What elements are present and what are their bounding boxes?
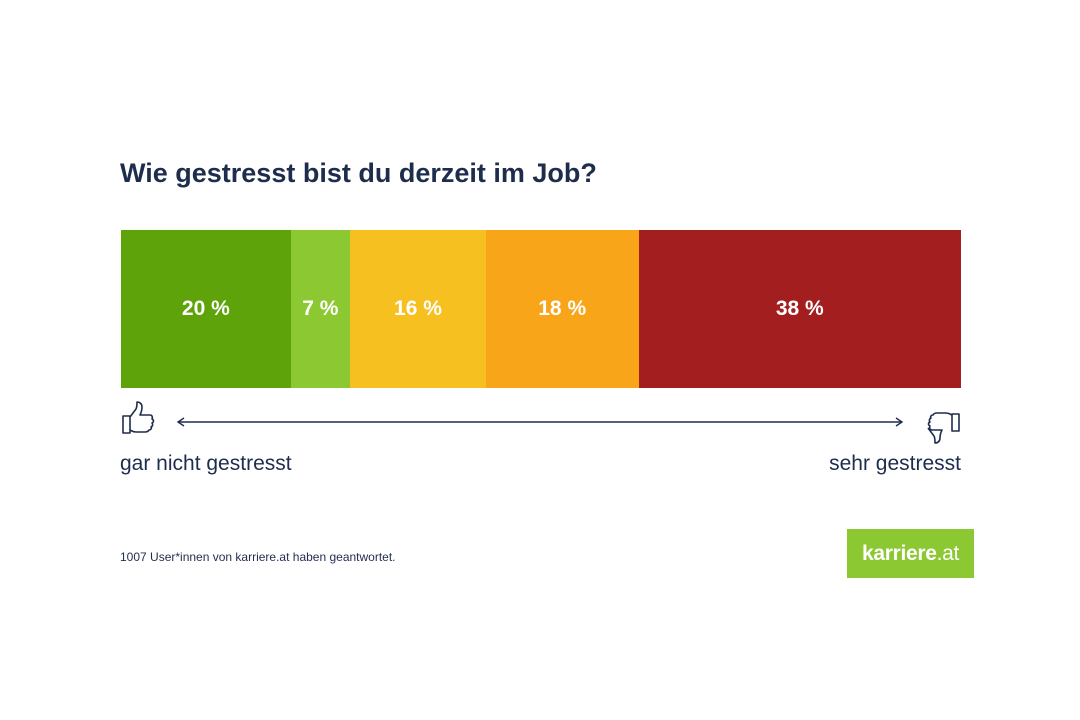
logo-text-main: karriere: [861, 541, 937, 565]
bar-segment-3: 16 %: [350, 230, 486, 388]
footnote: 1007 User*innen von karriere.at haben ge…: [120, 550, 396, 564]
bar-value-label: 38 %: [775, 297, 824, 320]
stress-scale: [120, 400, 962, 448]
bar-segment-5: 38 %: [638, 230, 961, 388]
scale-left-label: gar nicht gestresst: [120, 452, 292, 475]
chart-title: Wie gestresst bist du derzeit im Job?: [120, 158, 597, 188]
logo-text-suffix: .at: [936, 541, 960, 565]
bar-value-label: 18 %: [538, 297, 587, 320]
thumbs-up-icon: [122, 401, 155, 434]
scale-right-label: sehr gestresst: [829, 452, 961, 475]
stacked-bar: 20 % 7 % 16 % 18 % 38 %: [121, 230, 961, 388]
thumbs-down-icon: [927, 412, 960, 444]
karriere-logo[interactable]: karriere .at: [847, 529, 974, 578]
bar-value-label: 20 %: [181, 297, 230, 320]
bar-segment-2: 7 %: [290, 230, 351, 388]
scale-arrow: [176, 417, 904, 427]
bar-value-label: 16 %: [394, 297, 442, 320]
bar-segment-1: 20 %: [121, 230, 291, 388]
bar-segment-4: 18 %: [485, 230, 639, 388]
bar-value-label: 7 %: [302, 297, 339, 320]
